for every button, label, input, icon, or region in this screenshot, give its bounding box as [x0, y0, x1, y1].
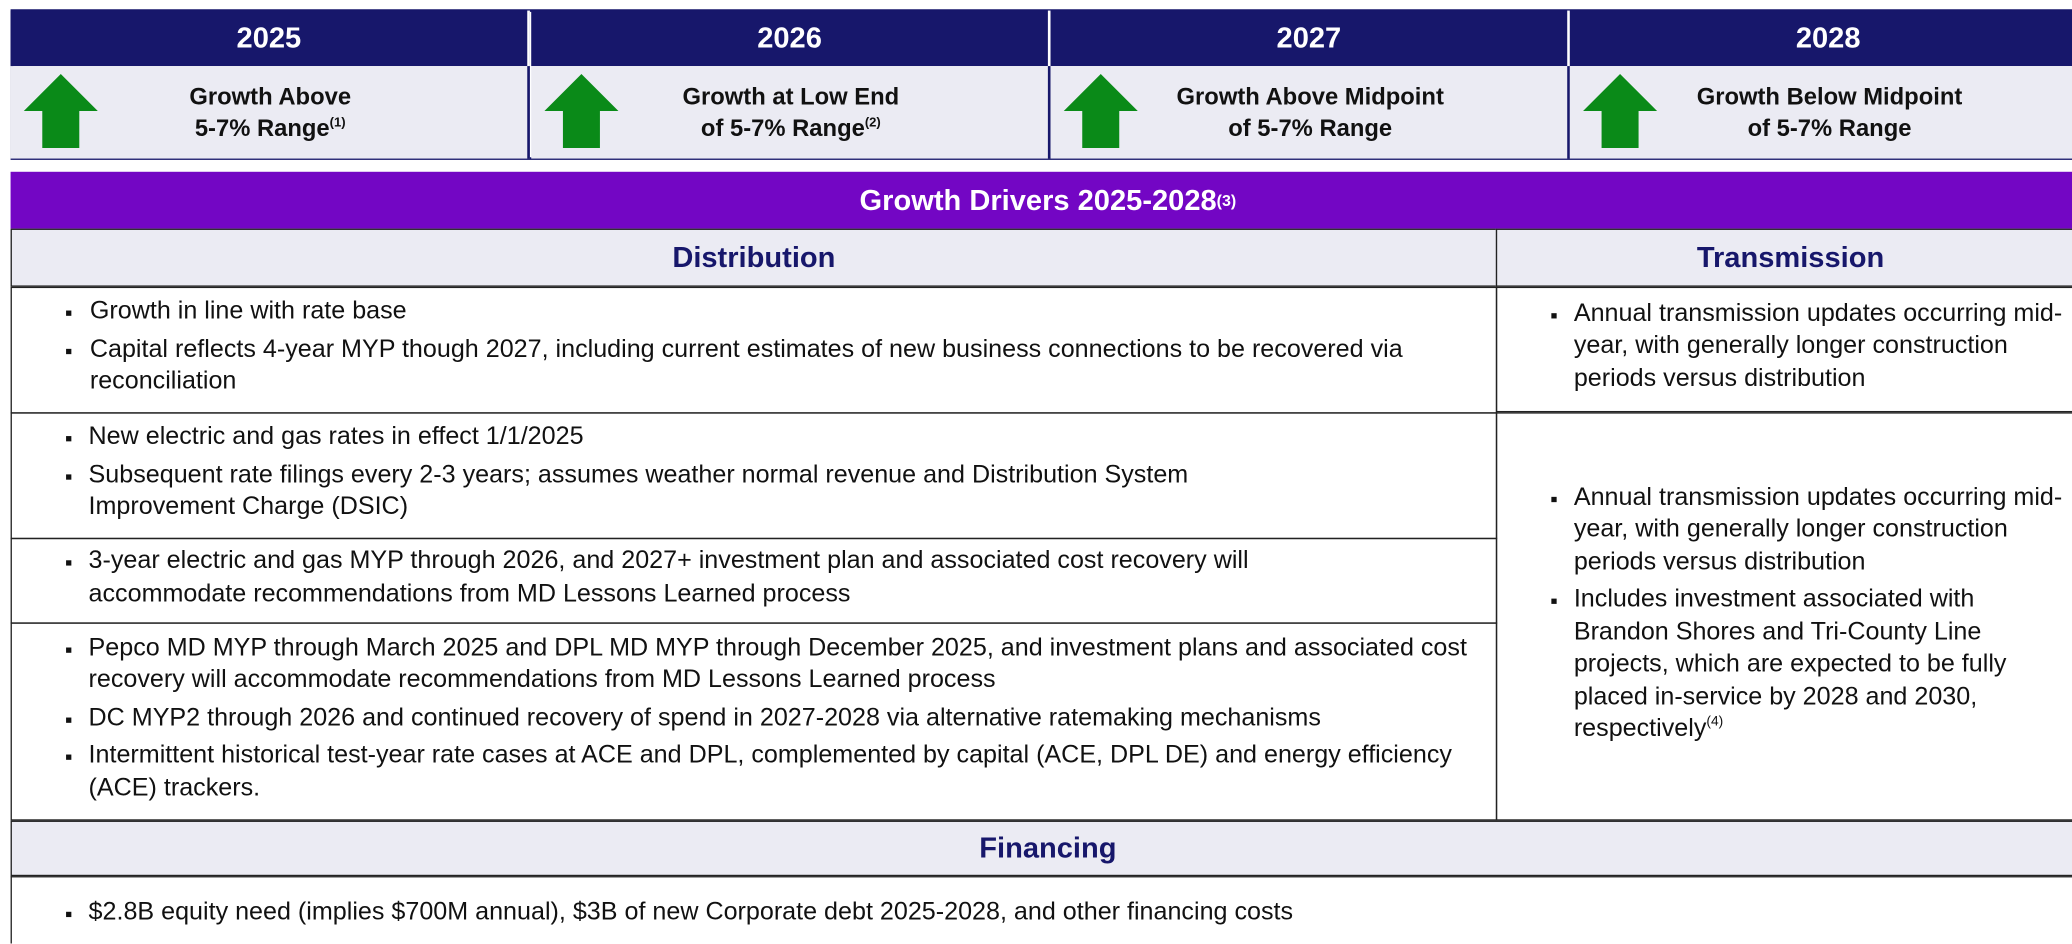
desc-line: 5-7% Range(1) [195, 112, 346, 144]
bullet: Capital reflects 4-year MYP though 2027,… [86, 334, 1403, 399]
bullet-text: Includes investment associated with Bran… [1573, 585, 2007, 743]
bullet-text: Annual transmission updates occurring mi… [1573, 299, 2063, 393]
desc-line: Growth at Low End [682, 83, 900, 110]
bullet: Subsequent rate filings every 2-3 years;… [86, 460, 1337, 525]
financing-heading: Financing [10, 820, 2072, 877]
bullet: Pepco MD MYP through March 2025 and DPL … [86, 633, 1470, 698]
desc-line: Growth Below Midpoint [1696, 83, 1963, 110]
distribution-cell: 3-year electric and gas MYP through 2026… [10, 537, 1498, 624]
year-header: 2025 [10, 10, 530, 67]
desc-text: of 5-7% Range [1747, 114, 1912, 142]
year-header: 2026 [531, 10, 1051, 67]
transmission-cell: Annual transmission updates occurring mi… [1495, 286, 2072, 413]
year-header: 2027 [1050, 10, 1570, 67]
bullet-list: Annual transmission updates occurring mi… [1497, 482, 2072, 752]
distribution-heading: Distribution [10, 228, 1498, 287]
drivers-title: Growth Drivers 2025-2028 (3) [10, 171, 2072, 229]
desc-text: of 5-7% Range [1228, 114, 1393, 142]
bullet: Growth in line with rate base [86, 296, 1403, 328]
year-cell: Growth Above Midpoint of 5-7% Range [1050, 66, 1570, 159]
bullet-list: $2.8B equity need (implies $700M annual)… [12, 897, 1306, 935]
bullet: Annual transmission updates occurring mi… [1571, 482, 2071, 579]
bullet: DC MYP2 through 2026 and continued recov… [86, 703, 1470, 735]
desc-text: of 5-7% Range [700, 114, 865, 142]
year-cell: Growth Above 5-7% Range(1) [10, 66, 530, 159]
footnote-ref: (2) [864, 115, 881, 131]
bullet: Includes investment associated with Bran… [1571, 584, 2071, 746]
desc-line: of 5-7% Range(2) [701, 112, 881, 144]
distribution-cell: Pepco MD MYP through March 2025 and DPL … [10, 622, 1498, 821]
up-arrow [1063, 74, 1138, 149]
desc-line: of 5-7% Range [1748, 112, 1912, 144]
year-cell: Growth Below Midpoint of 5-7% Range [1569, 66, 2072, 159]
year-description: Growth at Low End of 5-7% Range(2) [597, 66, 984, 159]
desc-line: of 5-7% Range [1228, 112, 1392, 144]
year-description: Growth Above Midpoint of 5-7% Range [1117, 66, 1504, 159]
bullet: 3-year electric and gas MYP through 2026… [86, 546, 1337, 611]
year-header: 2028 [1569, 10, 2072, 67]
year-description: Growth Above 5-7% Range(1) [77, 66, 464, 159]
financing-cell: $2.8B equity need (implies $700M annual)… [10, 876, 2072, 944]
drivers-title-text: Growth Drivers 2025-2028 [859, 183, 1217, 217]
year-cell: Growth at Low End of 5-7% Range(2) [531, 66, 1051, 159]
distribution-cell: Growth in line with rate base Capital ref… [10, 286, 1498, 414]
desc-line: Growth Above [189, 83, 352, 110]
footnote-ref: (4) [1706, 715, 1724, 730]
bullet-text: Annual transmission updates occurring mi… [1573, 482, 2063, 576]
up-arrow [23, 74, 98, 149]
bullet: New electric and gas rates in effect 1/1… [86, 422, 1337, 454]
year-description: Growth Below Midpoint of 5-7% Range [1636, 66, 2023, 159]
bullet: Annual transmission updates occurring mi… [1571, 298, 2071, 395]
footnote-ref: (1) [329, 115, 346, 131]
bullet-list: 3-year electric and gas MYP through 2026… [12, 546, 1496, 616]
up-arrow [544, 74, 619, 149]
transmission-cell: Annual transmission updates occurring mi… [1495, 412, 2072, 821]
bullet-list: Growth in line with rate base Capital ref… [12, 296, 1496, 404]
desc-text: 5-7% Range [194, 114, 330, 142]
bullet-list: Annual transmission updates occurring mi… [1497, 298, 2072, 400]
up-arrow [1583, 74, 1658, 149]
transmission-heading: Transmission [1495, 228, 2072, 287]
bullet-list: Pepco MD MYP through March 2025 and DPL … [12, 633, 1496, 811]
desc-line: Growth Above Midpoint [1176, 83, 1444, 110]
bullet-list: New electric and gas rates in effect 1/1… [12, 422, 1496, 530]
bullet: $2.8B equity need (implies $700M annual)… [86, 897, 1294, 929]
bullet: Intermittent historical test-year rate c… [86, 740, 1470, 805]
distribution-cell: New electric and gas rates in effect 1/1… [10, 412, 1498, 540]
